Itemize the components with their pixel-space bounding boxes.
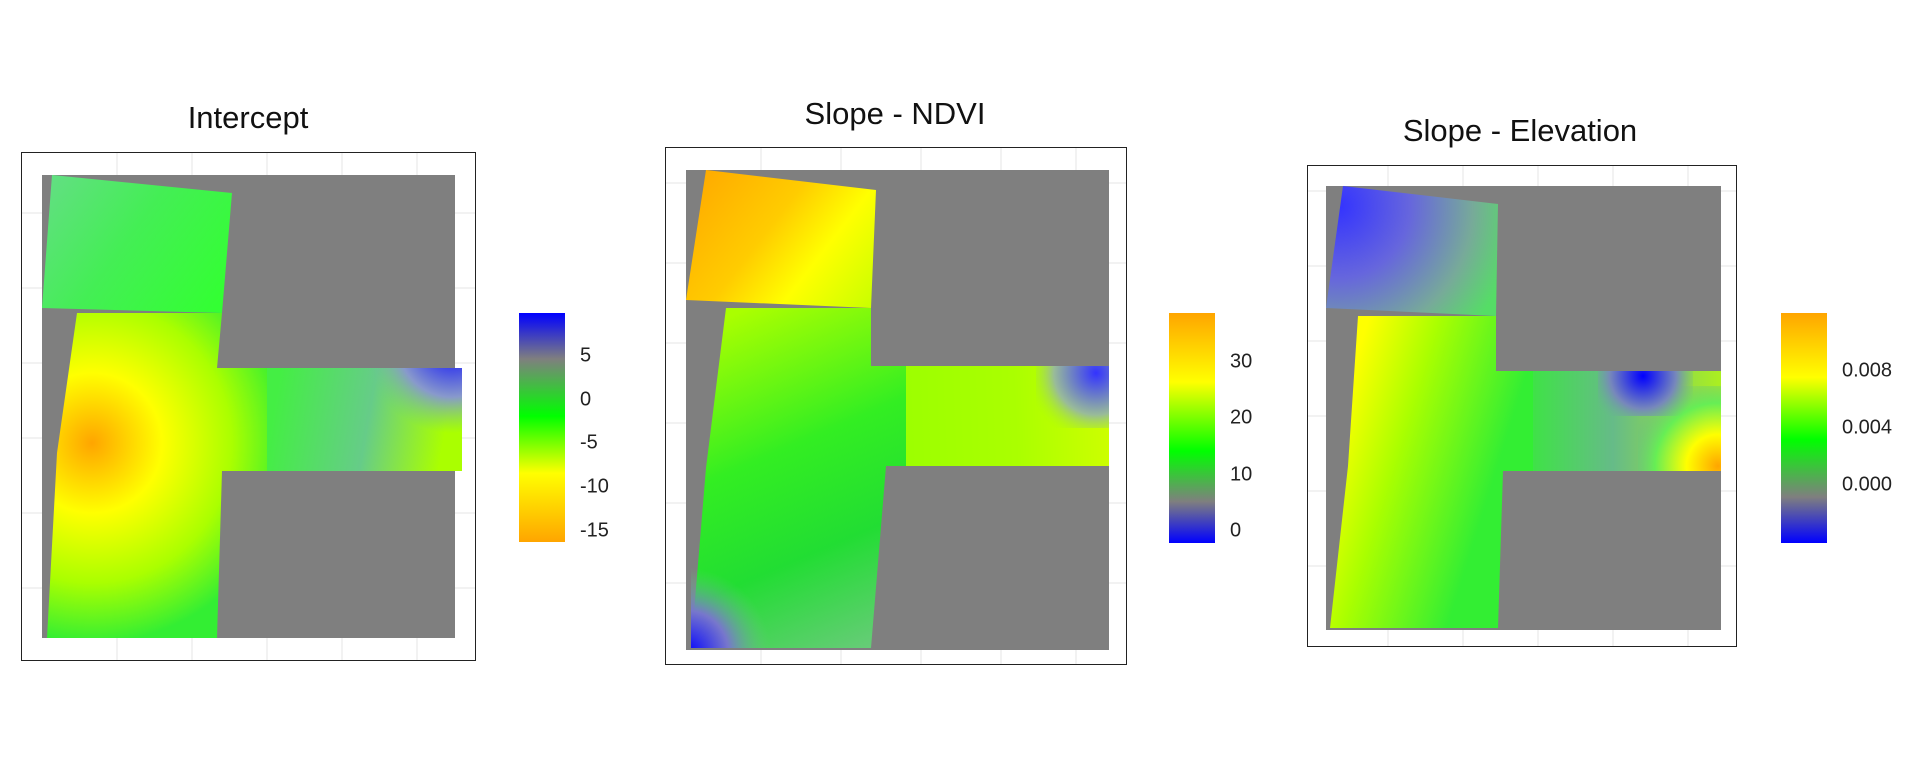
colorbar-intercept xyxy=(519,313,565,542)
panel-title-elevation: Slope - Elevation xyxy=(1402,113,1638,148)
colorbar-tick-label: -10 xyxy=(580,475,609,498)
region-north xyxy=(42,175,232,313)
region-east-hotspot xyxy=(1036,366,1109,428)
colorbar-tick-label: 0 xyxy=(580,388,592,411)
plot-ndvi xyxy=(665,147,1127,665)
map-intercept xyxy=(22,153,475,660)
region-north xyxy=(686,170,876,308)
plot-elevation xyxy=(1307,165,1737,647)
colorbar-tick-label: 5 xyxy=(580,344,592,367)
colorbar-tick-label: 0 xyxy=(1230,519,1242,542)
colorbar-tick-label: 0.004 xyxy=(1842,416,1893,439)
region-southwest-hotspot xyxy=(691,568,776,648)
region-east-hotspot xyxy=(367,368,462,453)
colorbar-elevation xyxy=(1781,313,1827,543)
colorbar-tick-label: 0.008 xyxy=(1842,359,1893,382)
map-elevation xyxy=(1308,166,1736,646)
panel-title-intercept: Intercept xyxy=(187,100,309,135)
plot-intercept xyxy=(21,152,476,661)
colorbar-tick-label: 0.000 xyxy=(1842,473,1893,496)
colorbar-tick-label: -15 xyxy=(580,519,609,542)
colorbar-tick-label: 20 xyxy=(1230,406,1253,429)
colorbar-ndvi xyxy=(1169,313,1215,543)
region-east-low xyxy=(1598,371,1693,416)
colorbar-tick-label: -5 xyxy=(580,431,598,454)
panel-title-ndvi: Slope - NDVI xyxy=(804,96,986,131)
colorbar-tick-label: 30 xyxy=(1230,350,1253,373)
region-north xyxy=(1326,186,1498,316)
colorbar-tick-label: 10 xyxy=(1230,463,1253,486)
map-ndvi xyxy=(666,148,1126,664)
